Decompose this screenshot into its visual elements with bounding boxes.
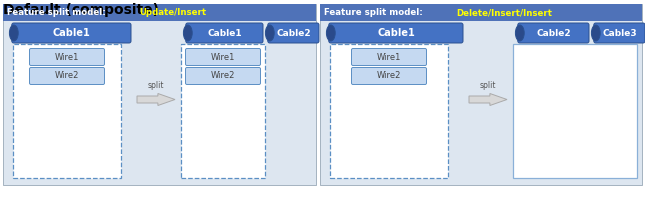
Polygon shape [137, 94, 175, 105]
FancyBboxPatch shape [518, 23, 589, 43]
Text: Cable1: Cable1 [52, 28, 90, 38]
Text: Wire2: Wire2 [211, 71, 235, 81]
Ellipse shape [183, 25, 192, 41]
FancyBboxPatch shape [30, 49, 104, 65]
Text: Wire2: Wire2 [377, 71, 401, 81]
Text: Feature split model:: Feature split model: [324, 8, 426, 17]
FancyBboxPatch shape [268, 23, 319, 43]
Text: Cable1: Cable1 [207, 28, 242, 37]
Text: Wire2: Wire2 [55, 71, 79, 81]
Text: Delete/Insert/Insert: Delete/Insert/Insert [456, 8, 552, 17]
Text: Update/Insert: Update/Insert [139, 8, 206, 17]
FancyBboxPatch shape [352, 67, 426, 85]
Text: split: split [148, 82, 164, 91]
Bar [181, 44, 265, 178]
Bar [13, 44, 121, 178]
FancyBboxPatch shape [12, 23, 131, 43]
Bar [330, 44, 448, 178]
Bar [3, 4, 316, 185]
Text: Default (composite): Default (composite) [3, 3, 159, 17]
Bar [320, 4, 642, 21]
FancyBboxPatch shape [186, 49, 261, 65]
Bar [3, 4, 316, 21]
Ellipse shape [515, 25, 524, 41]
Text: Cable3: Cable3 [602, 28, 637, 37]
Bar [320, 4, 642, 185]
Ellipse shape [10, 25, 18, 41]
Text: Cable2: Cable2 [536, 28, 571, 37]
FancyBboxPatch shape [329, 23, 463, 43]
FancyBboxPatch shape [186, 67, 261, 85]
Text: Wire1: Wire1 [377, 53, 401, 61]
FancyBboxPatch shape [30, 67, 104, 85]
Text: Feature split model:: Feature split model: [7, 8, 109, 17]
FancyBboxPatch shape [186, 23, 263, 43]
Text: Wire1: Wire1 [55, 53, 79, 61]
Ellipse shape [265, 25, 274, 41]
Ellipse shape [326, 25, 335, 41]
Polygon shape [469, 94, 507, 105]
Bar [513, 44, 637, 178]
FancyBboxPatch shape [594, 23, 645, 43]
Text: Wire1: Wire1 [211, 53, 235, 61]
Text: Cable2: Cable2 [276, 28, 311, 37]
Text: Cable1: Cable1 [377, 28, 415, 38]
Ellipse shape [591, 25, 600, 41]
Text: split: split [480, 82, 496, 91]
FancyBboxPatch shape [352, 49, 426, 65]
